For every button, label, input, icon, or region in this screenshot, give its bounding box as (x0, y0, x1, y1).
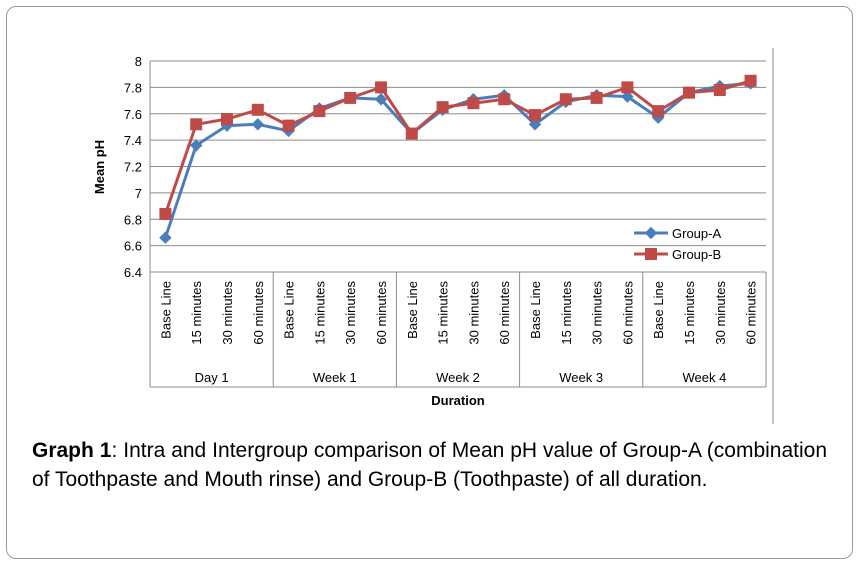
y-tick-label: 7.2 (124, 160, 142, 175)
x-tick-label: Base Line (158, 281, 173, 339)
x-tick-label: 60 minutes (744, 281, 759, 345)
x-tick-label: 15 minutes (312, 281, 327, 345)
group-label: Week 4 (682, 370, 726, 385)
data-point-group-b (713, 84, 726, 97)
x-tick-label: 60 minutes (251, 281, 266, 345)
series-line-group-b (163, 79, 752, 215)
data-point-group-b (744, 74, 757, 87)
x-tick-label: Base Line (282, 281, 297, 339)
figure-frame (6, 6, 853, 559)
data-point-group-b (190, 118, 203, 131)
x-tick-label: Base Line (651, 281, 666, 339)
data-point-group-a (621, 90, 634, 103)
y-tick-label: 7.6 (124, 107, 142, 122)
data-point-group-b (467, 97, 480, 110)
x-tick-label: Base Line (528, 281, 543, 339)
y-tick-label: 7.8 (124, 80, 142, 95)
group-label: Day 1 (195, 370, 229, 385)
y-tick-label: 6.8 (124, 212, 142, 227)
x-tick-label: 60 minutes (620, 281, 635, 345)
data-point-group-b (498, 93, 511, 106)
data-point-group-b (621, 81, 634, 94)
x-tick-label: 15 minutes (436, 281, 451, 345)
data-point-group-b (405, 127, 418, 140)
x-tick-label: 15 minutes (682, 281, 697, 345)
y-tick-label: 8 (135, 54, 142, 69)
data-point-group-b (159, 207, 172, 220)
data-point-group-a (374, 93, 388, 106)
x-tick-label: 30 minutes (220, 281, 235, 345)
data-point-group-b (282, 119, 295, 132)
x-tick-label: 30 minutes (713, 281, 728, 345)
data-point-group-b (559, 93, 572, 106)
x-tick-label: 30 minutes (590, 281, 605, 345)
data-point-group-a (189, 139, 203, 152)
data-point-group-b (313, 105, 326, 118)
x-tick-label: 30 minutes (343, 281, 358, 345)
data-point-group-b (375, 81, 387, 94)
figure-caption: Graph 1: Intra and Intergroup comparison… (32, 436, 827, 494)
caption-label: Graph 1 (32, 439, 112, 462)
x-tick-label: 60 minutes (374, 281, 389, 345)
data-point-group-b (436, 101, 449, 114)
y-tick-label: 7.4 (124, 133, 142, 148)
legend-marker (644, 226, 658, 240)
data-point-group-b (652, 105, 665, 118)
group-label: Week 1 (313, 370, 357, 385)
data-point-group-a (528, 118, 542, 131)
y-tick-label: 7 (135, 186, 142, 201)
x-axis-title: Duration (431, 393, 485, 408)
data-point-group-b (529, 109, 541, 122)
caption-text: : Intra and Intergroup comparison of Mea… (32, 439, 828, 491)
x-tick-label: 15 minutes (559, 281, 574, 345)
data-point-group-b (221, 113, 233, 126)
data-point-group-a (159, 231, 172, 244)
data-point-group-b (344, 91, 357, 104)
x-tick-label: 60 minutes (497, 281, 512, 345)
data-point-group-b (251, 103, 264, 116)
x-tick-label: 15 minutes (189, 281, 204, 345)
legend-marker (645, 248, 657, 260)
group-label: Week 3 (559, 370, 603, 385)
y-axis-title: Mean pH (92, 140, 107, 194)
y-tick-label: 6.4 (124, 265, 142, 280)
group-label: Week 2 (436, 370, 480, 385)
data-point-group-b (590, 91, 603, 104)
legend-label: Group-B (672, 247, 721, 262)
data-point-group-a (251, 118, 265, 131)
data-point-group-b (683, 86, 695, 99)
legend-label: Group-A (672, 226, 721, 241)
x-tick-label: Base Line (405, 281, 420, 339)
x-tick-label: 30 minutes (466, 281, 481, 345)
y-tick-label: 6.6 (124, 239, 142, 254)
